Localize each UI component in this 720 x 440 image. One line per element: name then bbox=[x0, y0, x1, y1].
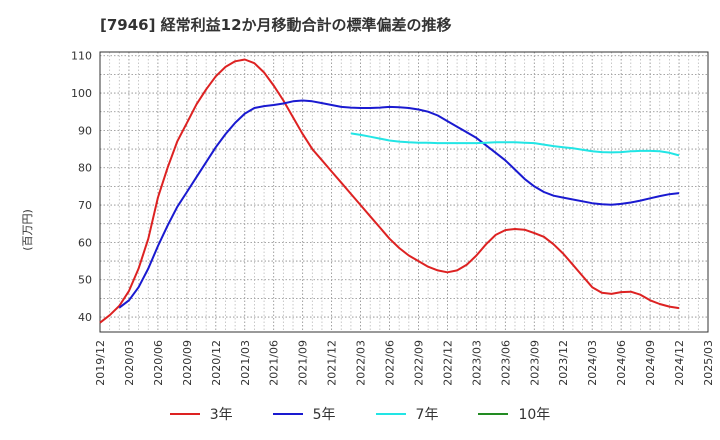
y-tick-label: 70 bbox=[78, 199, 92, 212]
series-line-3年 bbox=[99, 58, 680, 324]
x-tick-label: 2025/03 bbox=[702, 340, 715, 386]
grid bbox=[99, 52, 709, 332]
x-tick-label: 2019/12 bbox=[94, 340, 107, 386]
legend-label: 5年 bbox=[312, 407, 336, 423]
series-line-5年 bbox=[118, 99, 680, 309]
series-lines bbox=[99, 58, 680, 324]
x-tick-label: 2021/09 bbox=[297, 340, 310, 386]
x-tick-label: 2020/03 bbox=[123, 340, 136, 386]
legend-item: 5年 bbox=[272, 404, 336, 424]
x-tick-label: 2023/09 bbox=[528, 340, 541, 386]
y-tick-label: 40 bbox=[78, 311, 92, 324]
legend-item: 10年 bbox=[478, 404, 550, 424]
x-tick-label: 2021/06 bbox=[268, 340, 281, 386]
legend-item: 3年 bbox=[169, 404, 233, 424]
x-tick-label: 2023/12 bbox=[557, 340, 570, 386]
legend-label: 7年 bbox=[415, 407, 439, 423]
y-tick-label: 90 bbox=[78, 124, 92, 137]
x-tick-label: 2024/06 bbox=[615, 340, 628, 386]
x-tick-label: 2024/09 bbox=[644, 340, 657, 386]
y-tick-label: 50 bbox=[78, 274, 92, 287]
x-tick-label: 2021/12 bbox=[326, 340, 339, 386]
x-tick-label: 2020/12 bbox=[210, 340, 223, 386]
x-tick-label: 2020/09 bbox=[181, 340, 194, 386]
legend-swatch bbox=[478, 413, 509, 415]
legend-swatch bbox=[169, 413, 200, 415]
x-tick-label: 2024/12 bbox=[673, 340, 686, 386]
legend-swatch bbox=[375, 413, 406, 415]
legend-label: 3年 bbox=[209, 407, 233, 423]
x-tick-label: 2022/12 bbox=[441, 340, 454, 386]
y-tick-label: 100 bbox=[71, 87, 92, 100]
legend: 3年 5年 7年 10年 bbox=[0, 404, 720, 424]
legend-label: 10年 bbox=[518, 407, 551, 423]
x-tick-label: 2024/03 bbox=[586, 340, 599, 386]
x-tick-label: 2022/06 bbox=[384, 340, 397, 386]
chart-title: [7946] 経常利益12か月移動合計の標準偏差の推移 bbox=[100, 16, 452, 34]
x-tick-label: 2021/03 bbox=[239, 340, 252, 386]
y-tick-label: 80 bbox=[78, 162, 92, 175]
x-tick-label: 2020/06 bbox=[152, 340, 165, 386]
y-tick-label: 110 bbox=[71, 50, 92, 63]
y-axis-ticks: 40 50 60 70 80 90 100 110 bbox=[71, 50, 92, 324]
series-line-7年 bbox=[350, 132, 680, 157]
plot-area-frame bbox=[99, 51, 709, 333]
y-tick-label: 60 bbox=[78, 236, 92, 249]
legend-item: 7年 bbox=[375, 404, 439, 424]
x-tick-label: 2023/06 bbox=[499, 340, 512, 386]
x-tick-label: 2022/03 bbox=[355, 340, 368, 386]
x-tick-label: 2023/03 bbox=[470, 340, 483, 386]
legend-swatch bbox=[272, 413, 303, 415]
x-tick-label: 2022/09 bbox=[412, 340, 425, 386]
x-axis-ticks: 2019/12 2020/03 2020/06 2020/09 2020/12 2021/… bbox=[94, 340, 715, 386]
